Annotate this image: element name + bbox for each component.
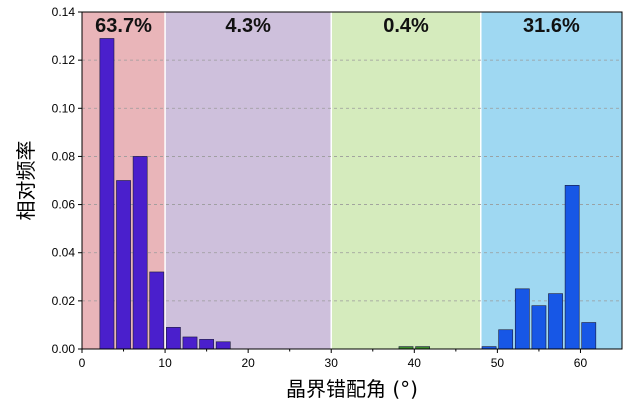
- x-tick-label-0: 0: [79, 356, 86, 370]
- y-tick-label-7: 0.14: [52, 5, 76, 19]
- y-axis-title: 相对频率: [14, 141, 38, 221]
- y-tick-label-0: 0.00: [52, 342, 76, 356]
- region-3: [331, 12, 481, 349]
- y-tick-label-2: 0.04: [52, 246, 76, 260]
- bar-s1-8: [215, 341, 231, 350]
- region-backgrounds: [82, 12, 622, 349]
- region-label-2: 4.3%: [225, 15, 271, 37]
- y-tick-label-1: 0.02: [52, 294, 76, 308]
- y-tick-label-4: 0.08: [52, 149, 76, 163]
- bar-s3-3: [514, 288, 530, 350]
- region-4: [480, 12, 622, 349]
- bars: [99, 38, 597, 350]
- axes: [81, 11, 623, 350]
- bar-s3-6: [564, 185, 580, 350]
- plot-frame: [81, 11, 623, 350]
- bar-s3-5: [548, 293, 563, 350]
- bar-s3-2: [498, 329, 514, 350]
- bar-s1-7: [199, 339, 214, 350]
- bar-s3-4: [531, 305, 547, 350]
- grid-lines: [82, 59, 622, 302]
- y-axis-ticks: 0.00 0.02 0.04 0.06 0.08 0.10 0.12 0.14: [52, 5, 82, 356]
- bar-s1-5: [166, 327, 181, 350]
- x-tick-label-6: 60: [574, 356, 588, 370]
- region-label-3: 0.4%: [383, 15, 429, 37]
- y-tick-label-6: 0.12: [52, 53, 76, 67]
- x-tick-label-2: 20: [241, 356, 255, 370]
- x-tick-label-5: 50: [491, 356, 505, 370]
- region-2: [165, 12, 332, 349]
- x-axis-title: 晶界错配角 (°): [286, 377, 418, 401]
- x-tick-label-4: 40: [408, 356, 422, 370]
- x-axis-ticks: 0 10 20 30 40 50 60: [79, 349, 588, 370]
- bar-s1-1: [99, 38, 115, 350]
- region-label-4: 31.6%: [523, 15, 580, 37]
- y-tick-label-5: 0.10: [52, 101, 76, 115]
- y-tick-label-3: 0.06: [52, 198, 76, 212]
- bar-s1-3: [132, 156, 148, 350]
- x-tick-label-3: 30: [325, 356, 339, 370]
- bar-s1-6: [182, 336, 198, 350]
- x-tick-label-1: 10: [158, 356, 172, 370]
- bar-s3-7: [581, 322, 597, 350]
- region-label-1: 63.7%: [95, 15, 152, 37]
- bar-s1-2: [116, 180, 131, 350]
- bar-s1-4: [149, 271, 165, 350]
- region-labels: 63.7% 4.3% 0.4% 31.6%: [95, 15, 580, 37]
